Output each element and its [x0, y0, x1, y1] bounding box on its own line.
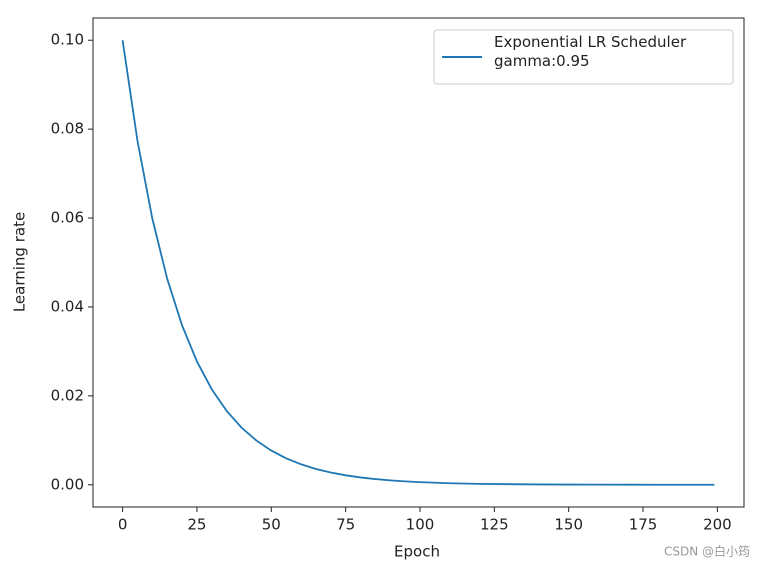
watermark: CSDN @白小筠 — [664, 544, 750, 559]
x-tick-label: 150 — [554, 516, 583, 534]
y-tick-label: 0.08 — [51, 120, 84, 138]
x-tick-label: 125 — [480, 516, 509, 534]
x-tick-label: 75 — [336, 516, 355, 534]
x-tick-label: 0 — [118, 516, 128, 534]
legend-box — [433, 29, 734, 85]
x-tick-label: 50 — [262, 516, 281, 534]
y-tick-label: 0.00 — [51, 475, 84, 493]
legend-label: Exponential LR Scheduler gamma:0.95 — [494, 33, 687, 70]
line — [121, 40, 715, 486]
y-axis-label: Learning rate — [11, 212, 29, 312]
x-axis-label: Epoch — [394, 543, 440, 561]
y-tick-label: 0.06 — [51, 209, 84, 227]
x-tick-label: 175 — [629, 516, 658, 534]
x-tick-label: 100 — [406, 516, 435, 534]
y-tick-label: 0.10 — [51, 31, 84, 49]
y-tick-label: 0.02 — [51, 386, 84, 404]
x-tick-label: 200 — [703, 516, 732, 534]
plot-frame — [92, 17, 745, 508]
y-tick-label: 0.04 — [51, 297, 84, 315]
x-tick-label: 25 — [187, 516, 206, 534]
